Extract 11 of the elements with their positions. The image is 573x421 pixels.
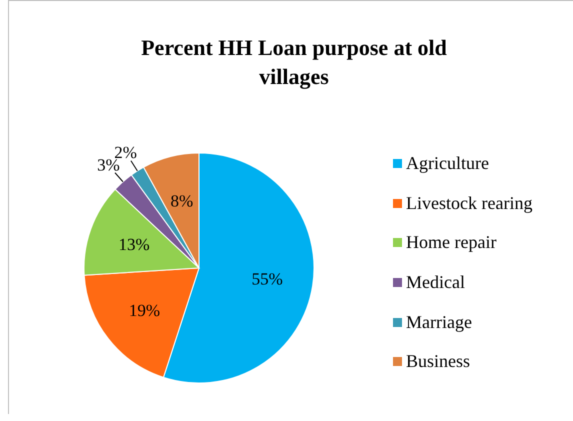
- chart-title: Percent HH Loan purpose at old villages: [140, 34, 448, 91]
- legend-label: Medical: [406, 272, 465, 294]
- legend-label: Home repair: [406, 232, 496, 254]
- data-label: 55%: [252, 269, 283, 288]
- legend-label: Agriculture: [406, 153, 489, 174]
- legend-label: Marriage: [406, 312, 472, 333]
- data-label: 8%: [170, 192, 194, 211]
- data-label: 19%: [128, 300, 160, 320]
- data-label: 13%: [118, 235, 150, 254]
- legend-label: Livestock rearing: [406, 192, 532, 214]
- legend-label: Business: [406, 351, 470, 372]
